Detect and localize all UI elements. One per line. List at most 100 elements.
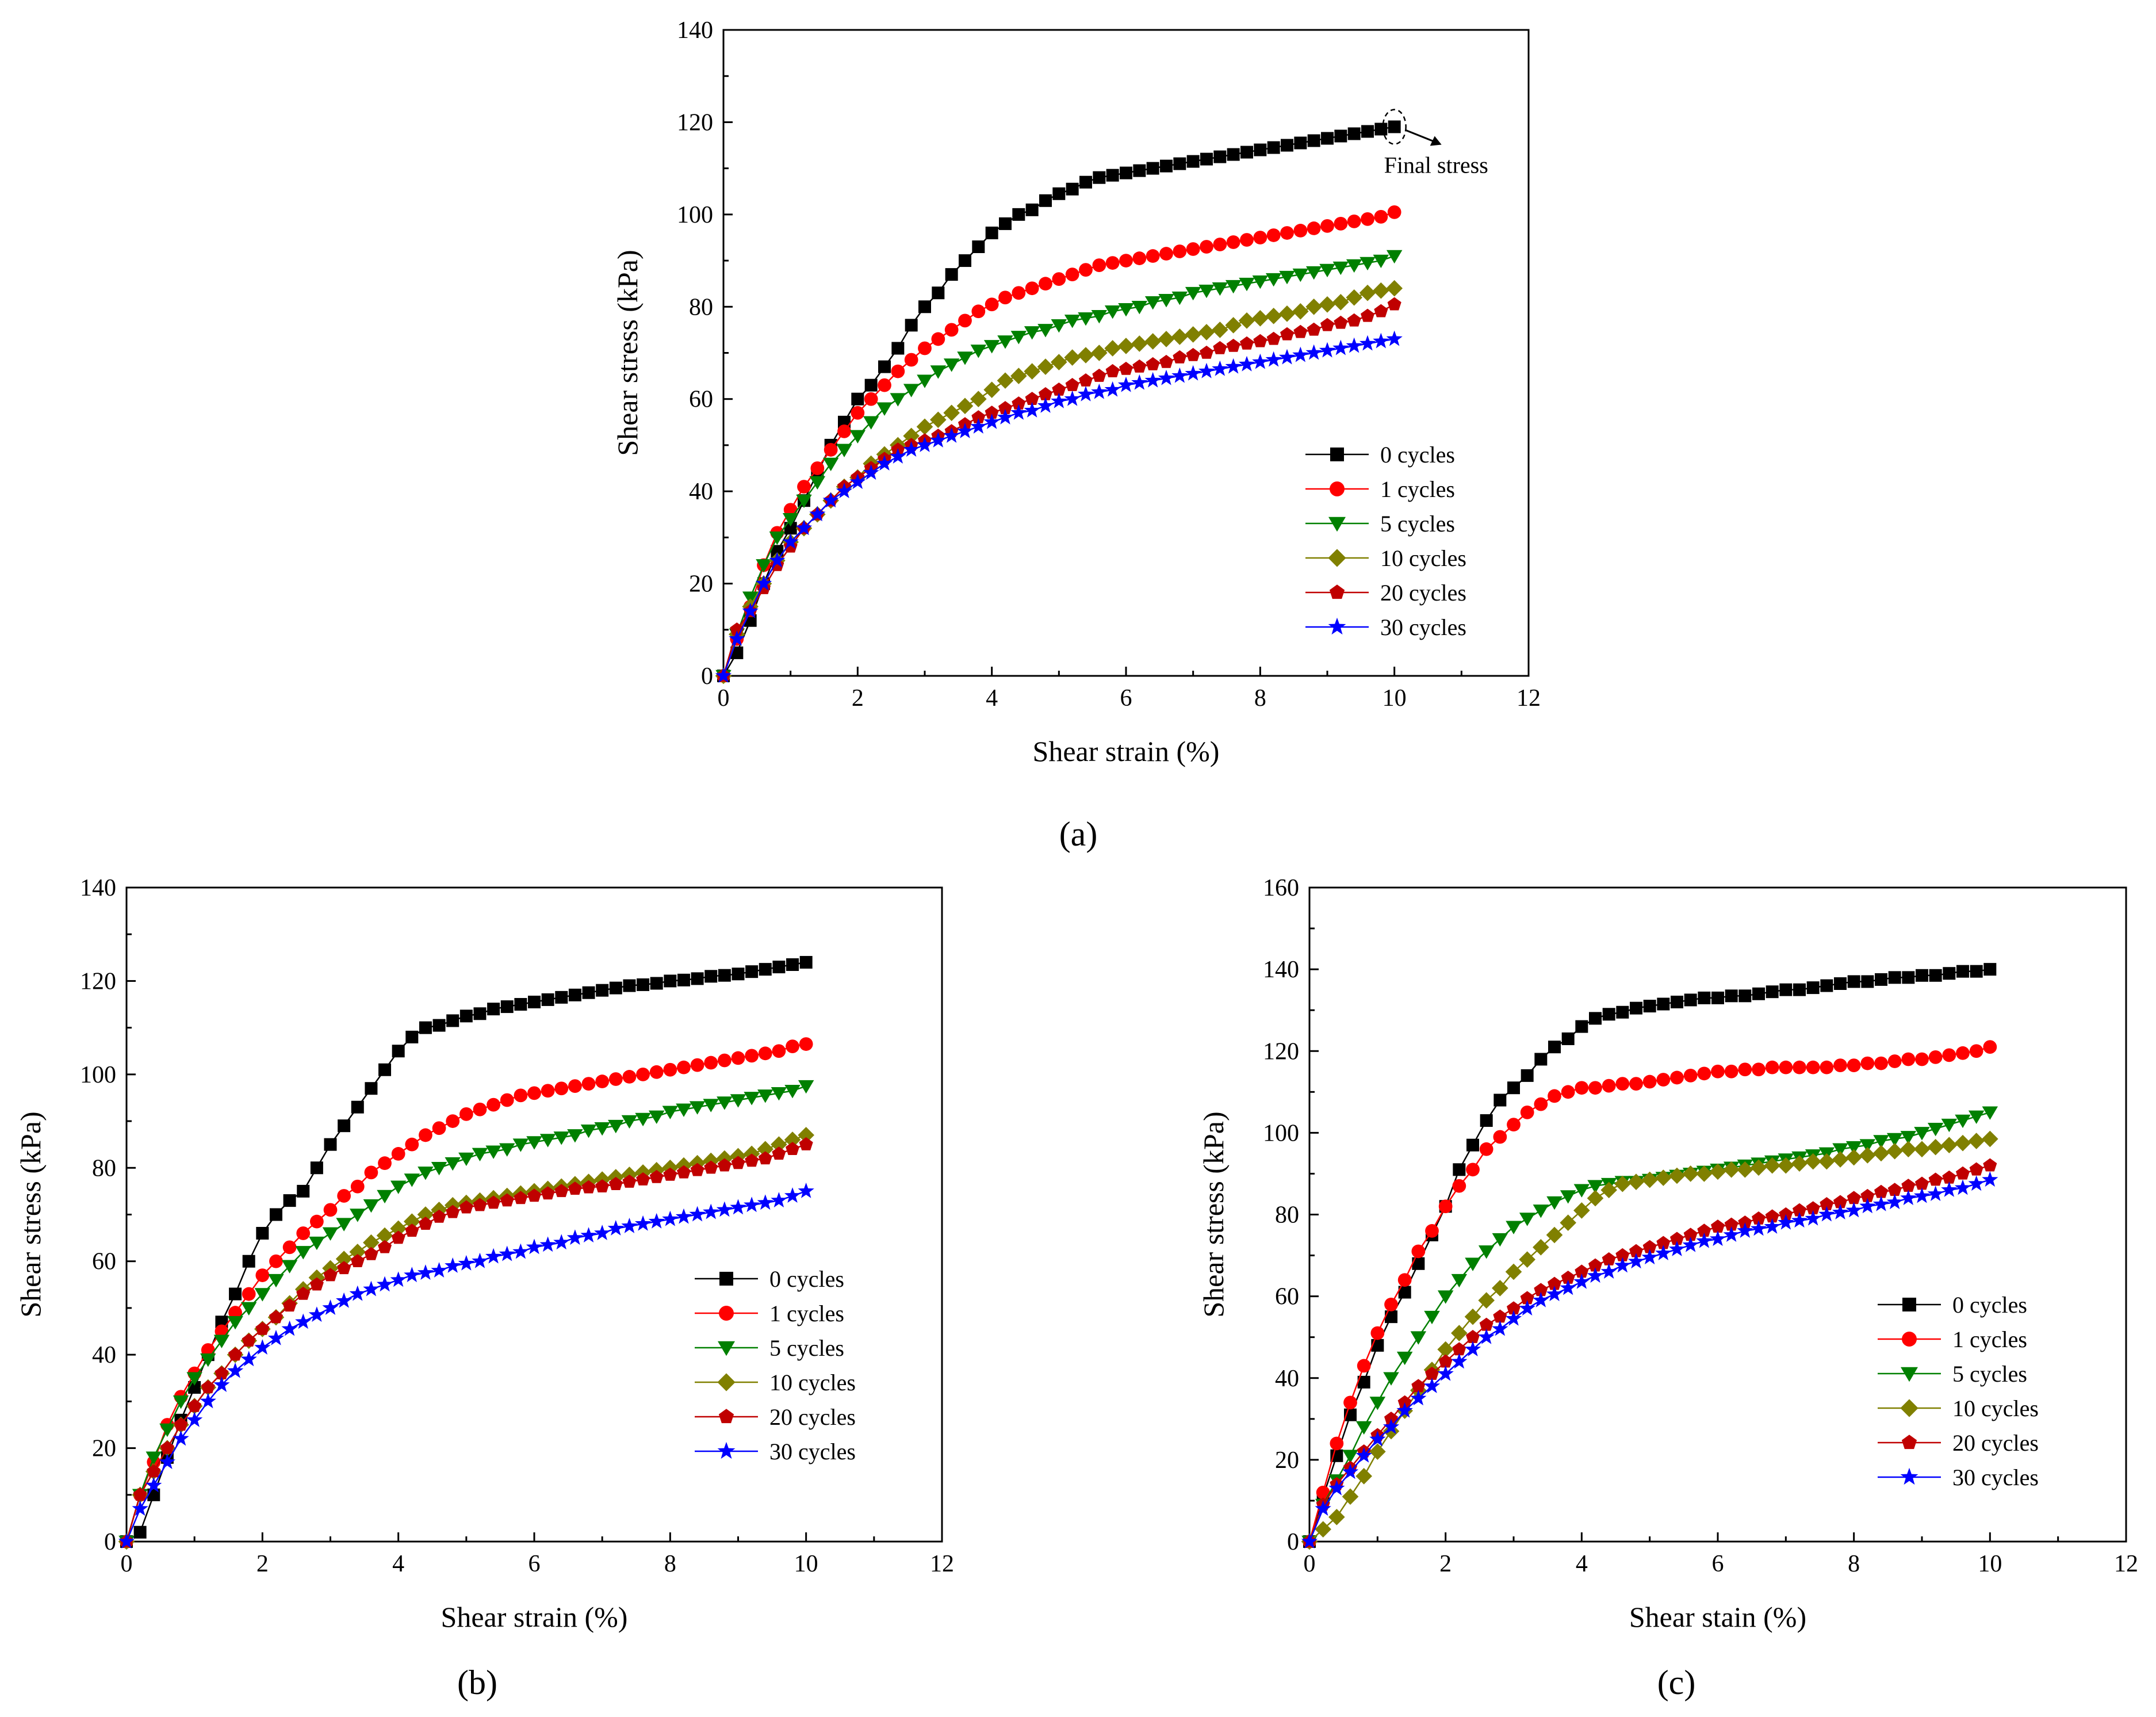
data-point-1-cycles <box>459 1107 473 1121</box>
data-point-30-cycles <box>744 1196 760 1213</box>
data-point-30-cycles <box>553 1234 570 1250</box>
final-stress-annotation: Final stress <box>1382 109 1488 178</box>
data-point-10-cycles <box>943 404 960 422</box>
data-point-0-cycles <box>487 1003 500 1016</box>
data-point-5-cycles <box>1292 268 1309 282</box>
data-point-30-cycles <box>1478 1328 1495 1344</box>
data-point-1-cycles <box>1479 1142 1494 1156</box>
data-point-10-cycles <box>1709 1163 1726 1180</box>
data-point-30-cycles <box>539 1236 556 1252</box>
data-point-30-cycles <box>607 1220 624 1236</box>
data-point-20-cycles <box>1493 1309 1507 1323</box>
data-point-10-cycles <box>1051 354 1067 370</box>
data-point-5-cycles <box>159 1423 175 1437</box>
data-point-1-cycles <box>1820 1060 1834 1074</box>
data-point-30-cycles <box>1668 1241 1686 1256</box>
data-point-0-cycles <box>419 1021 432 1034</box>
data-point-10-cycles <box>1900 1141 1917 1158</box>
data-point-10-cycles <box>1737 1161 1753 1178</box>
data-point-0-cycles <box>1698 991 1711 1004</box>
data-point-0-cycles <box>555 991 568 1004</box>
y-axis-title: Shear stress (kPa) <box>14 1111 47 1317</box>
data-point-0-cycles <box>459 1009 473 1023</box>
data-point-0-cycles <box>1548 1041 1561 1054</box>
data-point-5-cycles <box>676 1103 692 1117</box>
data-point-30-cycles <box>1383 1418 1400 1435</box>
data-point-5-cycles <box>1332 261 1349 276</box>
data-point-30-cycles <box>716 1201 733 1217</box>
data-point-0-cycles <box>1561 1032 1575 1045</box>
data-point-0-cycles <box>1357 1375 1370 1389</box>
data-point-0-cycles <box>1834 977 1847 990</box>
data-point-30-cycles <box>1968 1175 1985 1191</box>
data-point-5-cycles <box>1279 270 1295 285</box>
data-point-30-cycles <box>983 413 1000 429</box>
data-point-1-cycles <box>1132 251 1147 265</box>
data-point-5-cycles <box>756 559 772 573</box>
data-point-10-cycles <box>376 1227 393 1244</box>
data-point-10-cycles <box>1519 1251 1535 1268</box>
data-point-5-cycles <box>1078 312 1094 326</box>
data-point-1-cycles <box>1724 1064 1738 1079</box>
data-point-1-cycles <box>1765 1060 1779 1074</box>
data-point-30-cycles <box>782 533 799 549</box>
data-point-30-cycles <box>1437 1365 1454 1381</box>
data-point-5-cycles <box>822 457 839 472</box>
data-point-20-cycles <box>1779 1207 1793 1221</box>
data-point-20-cycles <box>1452 1342 1466 1356</box>
y-tick-label: 60 <box>92 1249 116 1275</box>
data-point-30-cycles <box>1546 1286 1563 1302</box>
legend-label-0-cycles: 0 cycles <box>1380 442 1455 468</box>
data-point-5-cycles <box>1587 1180 1603 1194</box>
data-point-10-cycles <box>1158 331 1175 347</box>
data-point-0-cycles <box>1361 125 1374 138</box>
data-point-5-cycles <box>742 591 759 605</box>
data-point-0-cycles <box>1725 989 1738 1003</box>
data-point-20-cycles <box>1914 1176 1929 1190</box>
data-point-20-cycles <box>799 1137 813 1150</box>
data-point-0-cycles <box>1321 132 1334 145</box>
data-point-5-cycles <box>717 1096 733 1110</box>
data-point-1-cycles <box>554 1081 569 1096</box>
data-point-30-cycles <box>1131 374 1148 390</box>
data-point-20-cycles <box>364 1246 378 1260</box>
data-point-0-cycles <box>1079 175 1092 189</box>
data-point-0-cycles <box>405 1030 419 1043</box>
data-point-10-cycles <box>1913 1141 1931 1158</box>
data-point-30-cycles <box>930 432 947 448</box>
data-point-1-cycles <box>1602 1079 1616 1093</box>
data-point-5-cycles <box>1886 1133 1903 1147</box>
data-point-20-cycles <box>1669 1232 1684 1245</box>
data-point-0-cycles <box>891 342 905 355</box>
x-tick-label: 12 <box>1517 685 1541 712</box>
data-point-5-cycles <box>1342 1450 1358 1463</box>
data-point-30-cycles <box>159 1454 176 1469</box>
data-point-30-cycles <box>499 1245 515 1261</box>
data-point-5-cycles <box>1064 315 1081 328</box>
data-point-30-cycles <box>1859 1198 1876 1214</box>
data-point-10-cycles <box>798 1127 814 1144</box>
data-point-1-cycles <box>1806 1060 1820 1074</box>
series-20-cycles <box>119 1137 813 1548</box>
legend: 0 cycles 1 cycles 5 cycles 10 cycles 20 cycl… <box>1305 442 1466 640</box>
data-point-0-cycles <box>1186 155 1200 168</box>
data-point-20-cycles <box>1280 327 1295 341</box>
data-point-10-cycles <box>1359 284 1376 301</box>
data-point-0-cycles <box>473 1007 487 1020</box>
data-point-5-cycles <box>1900 1131 1917 1145</box>
legend-marker-5 <box>1328 517 1346 532</box>
data-point-20-cycles <box>459 1200 473 1214</box>
data-point-5-cycles <box>539 1134 556 1148</box>
data-point-20-cycles <box>1025 392 1039 405</box>
data-point-10-cycles <box>1546 1226 1563 1244</box>
legend-marker-5 <box>1901 1367 1918 1382</box>
data-point-5-cycles <box>1118 303 1134 317</box>
data-point-1-cycles <box>1330 1436 1344 1451</box>
data-point-5-cycles <box>809 476 826 490</box>
data-point-0-cycles <box>1388 120 1401 133</box>
data-point-5-cycles <box>336 1218 352 1232</box>
data-point-0-cycles <box>771 545 784 558</box>
data-point-5-cycles <box>309 1236 325 1251</box>
data-point-30-cycles <box>267 1329 285 1345</box>
x-axis-title: Shear stain (%) <box>1629 1601 1806 1633</box>
